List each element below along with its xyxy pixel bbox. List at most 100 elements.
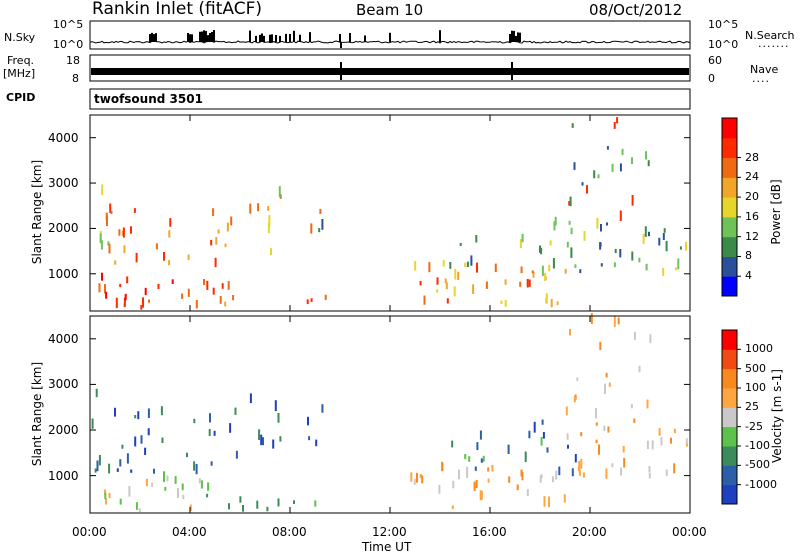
heatmap-cell [160,406,163,416]
heatmap-cell [568,201,571,206]
heatmap-cell [540,247,543,255]
y-tick-label: 2000 [48,221,79,236]
heatmap-cell [685,442,688,447]
heatmap-cell [446,298,449,304]
heatmap-cell [466,466,469,478]
heatmap-cell [473,481,476,492]
heatmap-cell [187,288,190,297]
heatmap-cell [551,476,554,483]
heatmap-cell [449,262,452,269]
heatmap-cell [436,277,439,285]
heatmap-cell [228,503,230,510]
velocity-colorbar-tick-label: -1000 [745,477,777,491]
power-colorbar-tick-label: 20 [745,190,759,204]
heatmap-cell [519,281,522,287]
heatmap-cell [677,258,680,270]
x-axis-label: Time UT [362,540,412,554]
heatmap-cell [99,233,102,244]
power-axis-ticks [89,115,691,311]
heatmap-cell [563,494,566,503]
heatmap-cell [234,407,237,415]
heatmap-cell [539,245,541,253]
heatmap-cell [115,297,118,309]
heatmap-cell [451,440,454,448]
heatmap-cell [613,316,616,327]
x-tick-label: 20:00 [572,525,607,539]
heatmap-cell [619,210,622,221]
heatmap-cell [144,287,147,296]
velocity-heatmap [91,313,688,512]
velocity-colorbar-segment [722,426,737,447]
heatmap-cell [580,432,583,437]
heatmap-cell [582,472,585,478]
velocity-colorbar-segment [722,407,737,428]
heatmap-cell [648,231,650,237]
heatmap-cell [104,492,107,500]
heatmap-cell [107,241,110,246]
heatmap-cell [105,212,108,221]
heatmap-cell [526,489,529,496]
heatmap-cell [193,418,196,424]
nsky-tick-bottom-right: 10^0 [708,38,739,51]
heatmap-cell [611,463,614,468]
heatmap-cell [98,455,101,466]
heatmap-cell [540,437,543,446]
heatmap-cell [532,272,535,278]
velocity-colorbar-frame [721,329,738,505]
heatmap-cell [631,195,634,206]
heatmap-cell [215,237,218,245]
heatmap-cell [531,270,534,274]
heatmap-cell [227,281,230,290]
heatmap-cell [410,472,413,482]
velocity-colorbar-segment [722,484,737,505]
heatmap-cell [685,438,688,444]
heatmap-cell [645,263,648,271]
heatmap-cell [445,282,448,290]
heatmap-cell [545,297,548,304]
heatmap-cell [96,460,99,472]
nsky-panel [89,20,691,50]
heatmap-cell [608,382,611,387]
heatmap-cell [613,122,616,129]
heatmap-cell [581,182,584,186]
heatmap-cell [123,303,126,308]
x-tick-label: 00:00 [672,525,707,539]
heatmap-cell [645,151,647,160]
heatmap-cell [321,219,324,230]
heatmap-cell [603,425,606,432]
heatmap-cell [249,203,252,214]
heatmap-cell [464,454,467,460]
heatmap-cell [108,243,111,254]
nsearch-dots: ....... [758,37,790,50]
power-colorbar-tick-label: 4 [745,269,752,283]
heatmap-cell [599,242,602,250]
velocity-colorbar-segment [722,446,737,466]
heatmap-cell [140,435,143,444]
velocity-ylabel: Slant Range [km] [30,361,44,467]
power-colorbar [721,117,741,297]
heatmap-cell [133,208,136,213]
heatmap-cell [542,432,545,439]
heatmap-cell [468,456,471,462]
heatmap-cell [649,334,652,344]
heatmap-cell [147,428,150,436]
freq-tick-bottom-right: 0 [708,72,715,85]
heatmap-cell [207,482,210,491]
heatmap-cell [421,475,424,484]
heatmap-cell [660,437,663,446]
heatmap-cell [198,478,201,484]
heatmap-cell [574,454,577,463]
heatmap-cell [135,252,138,263]
heatmap-cell [613,262,616,268]
heatmap-cell [270,248,272,256]
velocity-colorbar-tick-label: -100 [745,439,770,452]
cpid-label: CPID [6,91,36,104]
heatmap-cell [217,229,220,234]
heatmap-cell [658,428,661,436]
heatmap-cell [482,455,485,462]
heatmap-cell [590,313,593,324]
cpid-panel [89,88,691,110]
heatmap-cell [611,163,614,172]
heatmap-cell [229,423,232,433]
heatmap-cell [646,399,649,409]
